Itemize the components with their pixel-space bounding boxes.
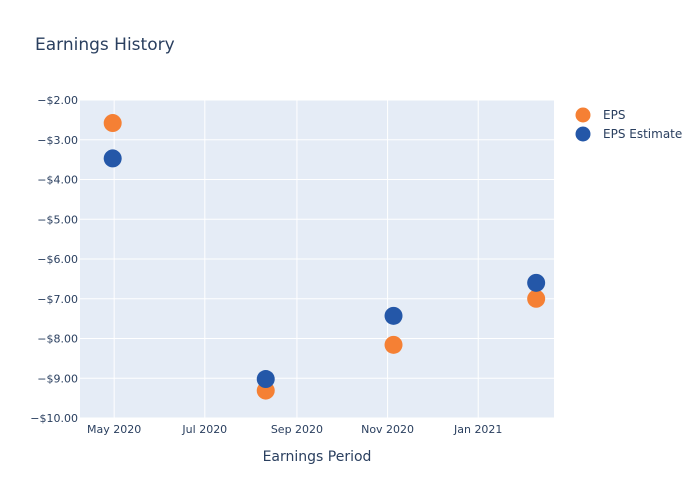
y-tick-label: −$8.00	[37, 333, 78, 346]
chart-title: Earnings History	[35, 35, 175, 55]
x-tick-label: Jul 2020	[181, 423, 227, 436]
legend-label: EPS Estimate	[603, 127, 682, 141]
x-tick-label: Nov 2020	[361, 423, 414, 436]
x-tick-label: Jan 2021	[453, 423, 502, 436]
legend-label: EPS	[603, 108, 625, 122]
y-tick-label: −$7.00	[37, 293, 78, 306]
eps-point[interactable]	[384, 335, 403, 354]
series-eps-estimate	[103, 149, 546, 389]
y-tick-label: −$3.00	[37, 134, 78, 147]
legend-item-eps[interactable]: EPS	[575, 107, 626, 123]
eps-estimate-point[interactable]	[527, 273, 546, 292]
x-axis-title: Earnings Period	[263, 449, 372, 465]
legend-marker	[575, 126, 591, 142]
legend-item-eps-estimate[interactable]: EPS Estimate	[575, 126, 683, 142]
legend-marker	[575, 107, 591, 123]
x-tick-label: Sep 2020	[271, 423, 323, 436]
series-eps	[103, 114, 546, 400]
data-points	[103, 114, 546, 400]
y-tick-labels: −$2.00 −$3.00 −$4.00 −$5.00 −$6.00 −$7.00 −$8.…	[30, 94, 78, 425]
eps-estimate-point[interactable]	[256, 370, 275, 389]
y-gridlines	[80, 99, 554, 419]
y-tick-label: −$9.00	[37, 372, 78, 385]
eps-point[interactable]	[103, 114, 122, 133]
y-tick-label: −$4.00	[37, 174, 78, 187]
eps-estimate-point[interactable]	[384, 306, 403, 325]
y-tick-label: −$2.00	[37, 94, 78, 107]
legend[interactable]: EPS EPS Estimate	[575, 107, 683, 142]
y-tick-label: −$5.00	[37, 213, 78, 226]
eps-estimate-point[interactable]	[103, 149, 122, 168]
y-tick-label: −$6.00	[37, 253, 78, 266]
eps-point[interactable]	[527, 289, 546, 308]
x-tick-labels: May 2020 Jul 2020 Sep 2020 Nov 2020 Jan 2021	[87, 423, 502, 436]
y-tick-label: −$10.00	[30, 412, 78, 425]
x-tick-label: May 2020	[87, 423, 141, 436]
